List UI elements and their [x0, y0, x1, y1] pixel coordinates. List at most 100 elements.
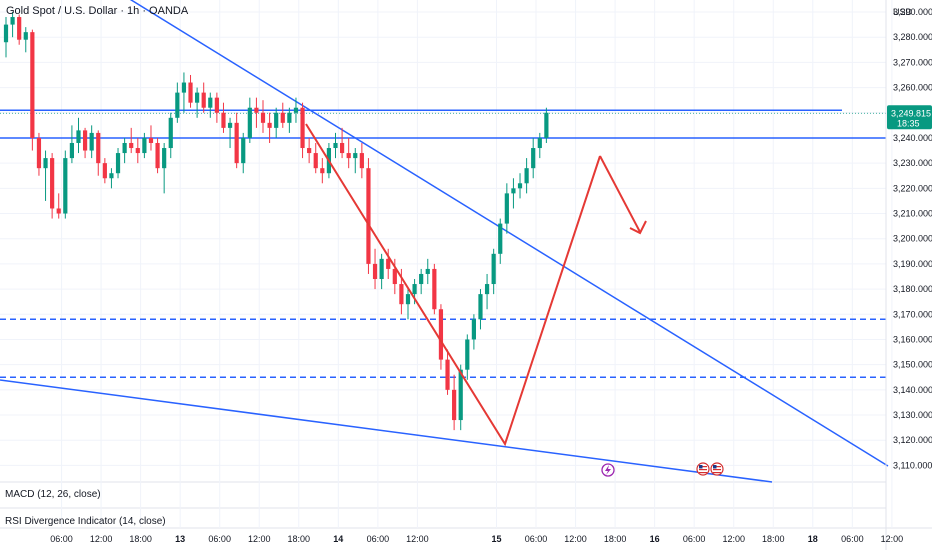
macd-label[interactable]: MACD (12, 26, close) — [5, 489, 101, 500]
price-tick-label: 3,120.000 — [893, 435, 932, 445]
time-tick-label: 18:00 — [129, 534, 152, 544]
rsi-label[interactable]: RSI Divergence Indicator (14, close) — [5, 516, 166, 527]
candle-body — [287, 112, 292, 123]
candle-body — [445, 359, 450, 390]
candle-body — [359, 153, 364, 169]
candle-body — [221, 112, 226, 128]
candle-body — [346, 153, 351, 159]
candle-body — [36, 137, 42, 169]
time-axis: 06:00 12:00 18:00 13 06:00 12:00 18:00 14 06:00 1… — [50, 534, 903, 544]
candle-body — [517, 183, 523, 189]
last-price-value: 3,249.815 — [891, 108, 931, 118]
candle-body — [17, 17, 22, 40]
candle-body — [50, 158, 55, 209]
candle-body — [10, 17, 15, 25]
candle-body — [122, 142, 127, 154]
price-axis: 3,290.0003,280.0003,270.0003,260.0003,25… — [885, 0, 932, 550]
candle-body — [307, 148, 312, 154]
candle-body — [208, 97, 213, 108]
time-tick-label: 14 — [333, 534, 343, 544]
candle-body — [260, 112, 266, 123]
candle-body — [63, 158, 68, 214]
candle-body — [23, 32, 28, 40]
candle-body — [333, 142, 338, 149]
candle-body — [175, 92, 180, 118]
candle-body — [56, 208, 61, 214]
candle-body — [313, 153, 318, 169]
price-tick-label: 3,140.000 — [893, 385, 932, 395]
us-flag-event-icon — [713, 469, 721, 471]
time-tick-label: 13 — [175, 534, 185, 544]
candle-body — [214, 97, 219, 113]
us-flag-event-icon — [699, 465, 703, 469]
lower-trendline — [0, 379, 773, 483]
time-tick-label: 12:00 — [406, 534, 429, 544]
event-markers — [601, 462, 724, 477]
candle-body — [478, 294, 483, 320]
candle-body — [419, 273, 424, 285]
price-tick-label: 3,170.000 — [893, 309, 932, 319]
candle-body — [155, 142, 160, 169]
candle-body — [129, 142, 134, 149]
candle-body — [3, 24, 9, 43]
candle-body — [201, 92, 206, 108]
us-flag-event-icon — [699, 466, 707, 468]
candle-body — [471, 319, 476, 340]
candle-body — [484, 284, 490, 295]
candle-body — [109, 173, 114, 179]
candle-body — [89, 132, 94, 151]
us-flag-event-icon — [713, 472, 721, 474]
candle-body — [96, 132, 101, 164]
candle-body — [372, 263, 378, 280]
price-tick-label: 3,210.000 — [893, 209, 932, 219]
candle-body — [399, 284, 404, 305]
candle-body — [300, 107, 305, 149]
candle-body — [168, 117, 173, 149]
candle-body — [254, 107, 259, 113]
time-tick-label: 12:00 — [90, 534, 113, 544]
candle-body — [379, 258, 384, 280]
time-tick-label: 06:00 — [525, 534, 548, 544]
time-tick-label: 12:00 — [722, 534, 745, 544]
time-tick-label: 18:00 — [762, 534, 785, 544]
candle-body — [43, 158, 48, 169]
candle-body — [280, 112, 285, 123]
candle-body — [392, 268, 397, 285]
candle-body — [432, 268, 437, 310]
candle-body — [30, 32, 35, 138]
candle-body — [353, 153, 358, 159]
candle-body — [531, 148, 536, 169]
price-tick-label: 3,190.000 — [893, 259, 932, 269]
candle-body — [274, 112, 279, 128]
lightning-event-icon — [605, 465, 611, 475]
candle-body — [412, 284, 417, 295]
candle-body — [135, 148, 140, 154]
projection-arrowhead — [629, 220, 647, 235]
time-tick-label: 16 — [650, 534, 660, 544]
candle-body — [82, 130, 88, 151]
time-tick-label: 12:00 — [881, 534, 904, 544]
us-flag-event-icon — [699, 469, 707, 471]
time-tick-label: 18:00 — [288, 534, 311, 544]
time-tick-label: 06:00 — [683, 534, 706, 544]
candle-body — [241, 137, 246, 164]
candle-body — [102, 163, 107, 179]
price-tick-label: 3,200.000 — [893, 234, 932, 244]
time-tick-label: 12:00 — [564, 534, 587, 544]
price-tick-label: 3,290.000 — [893, 7, 932, 17]
candle-body — [115, 153, 121, 174]
candle-body — [511, 188, 516, 194]
candle-body — [491, 253, 496, 285]
candle-body — [195, 92, 200, 103]
candle-body — [465, 339, 470, 370]
chart-title: Gold Spot / U.S. Dollar · 1h · OANDA — [6, 5, 189, 17]
candle-body — [142, 137, 147, 154]
candle-body — [544, 112, 549, 138]
projection-arrow-line — [599, 155, 641, 233]
candle-body — [247, 107, 252, 138]
candle-body — [293, 107, 299, 113]
candle-body — [498, 223, 503, 254]
us-flag-event-icon — [713, 465, 717, 469]
